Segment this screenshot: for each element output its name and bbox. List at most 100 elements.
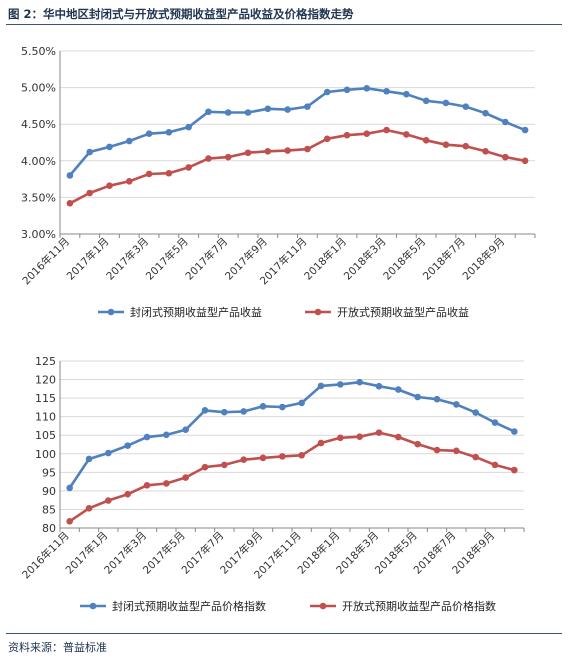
data-point-1 [106,182,113,189]
data-point-1 [259,454,267,462]
y-tick-label: 95 [42,466,56,479]
data-point-1 [482,147,489,155]
legend-label: 开放式预期收益型产品价格指数 [342,599,496,613]
data-point-1 [163,480,170,487]
data-point-0 [375,382,383,390]
data-point-0 [205,108,212,116]
data-point-0 [323,88,331,96]
data-point-0 [521,126,529,134]
y-tick-label: 120 [35,374,56,387]
data-point-0 [145,130,153,138]
data-point-1 [86,189,93,197]
data-point-1 [383,126,390,134]
data-point-0 [125,137,133,145]
y-tick-label: 85 [42,503,56,516]
source-note: 资料来源：普益标准 [8,641,107,654]
x-tick-label: 2016年11月 [19,529,71,581]
data-point-1 [143,482,151,489]
data-point-0 [304,103,311,110]
data-point-1 [145,170,153,178]
data-point-0 [163,431,170,439]
data-point-0 [343,86,351,94]
y-tick-label: 3.00% [21,228,56,241]
data-point-1 [205,155,212,162]
data-point-1 [317,439,325,447]
data-point-0 [363,85,371,92]
data-point-0 [66,172,74,179]
data-point-0 [185,123,192,131]
y-tick-label: 5.00% [21,82,56,95]
data-point-0 [433,395,441,403]
data-point-0 [264,105,272,113]
data-point-1 [284,147,291,154]
data-point-0 [442,99,450,107]
legend-swatch-marker [319,602,327,610]
series-line-0 [68,86,526,177]
data-point-0 [279,403,286,411]
data-point-1 [511,466,518,474]
y-tick-label: 3.50% [21,191,56,204]
data-point-1 [491,461,499,469]
data-point-0 [403,90,410,98]
legend-swatch-marker [107,308,115,316]
y-tick-label: 80 [42,522,56,535]
data-point-1 [395,433,402,441]
data-point-0 [201,407,209,414]
data-point-0 [317,382,325,390]
y-tick-label: 4.50% [21,118,56,131]
data-point-0 [472,409,479,416]
source-divider [6,633,562,634]
legend-label: 封闭式预期收益型产品价格指数 [112,599,266,613]
x-tick-label: 2018年9月 [460,235,508,283]
data-point-1 [403,131,410,138]
data-point-1 [343,131,351,139]
data-point-1 [125,177,133,185]
legend-label: 开放式预期收益型产品收益 [337,305,469,319]
data-point-0 [86,148,93,156]
figure-title: 图 2：华中地区封闭式与开放式预期收益型产品收益及价格指数走势 [8,7,354,21]
data-point-1 [375,429,383,436]
data-point-1 [165,169,173,177]
data-point-0 [462,103,470,110]
data-point-1 [298,451,305,459]
x-tick-label: 2016年11月 [20,235,72,287]
y-tick-label: 4.00% [21,155,56,168]
data-point-1 [66,199,74,207]
data-point-0 [259,402,267,410]
data-point-0 [298,399,305,407]
data-point-0 [511,428,518,435]
y-tick-label: 125 [35,355,56,368]
data-point-0 [383,87,390,95]
data-point-1 [85,505,93,512]
data-point-0 [66,484,73,492]
title-divider [6,24,562,25]
data-point-1 [521,157,529,165]
data-point-0 [395,386,402,393]
data-point-1 [221,461,228,469]
y-tick-label: 105 [35,429,56,442]
x-tick-label: 2018年9月 [449,529,497,577]
yield-line-chart: 3.00% 3.50% 4.00% 4.50% 5.00% 5.50% 2016年11月 20… [20,45,536,319]
y-tick-label: 115 [35,392,56,405]
data-point-0 [482,109,489,117]
y-tick-label: 100 [35,448,56,461]
data-point-0 [85,455,93,463]
data-point-1 [472,453,479,461]
data-point-1 [462,142,470,150]
data-point-0 [106,143,113,151]
data-point-1 [124,490,131,498]
data-point-1 [433,446,441,454]
series-line-1 [68,431,515,523]
series-line-1 [69,128,526,205]
data-point-1 [363,130,371,138]
data-point-1 [453,447,460,455]
data-point-0 [244,109,252,116]
data-point-0 [414,393,421,401]
data-point-1 [66,518,73,525]
legend-swatch-marker [89,602,97,610]
data-point-1 [442,141,450,148]
data-point-0 [165,128,173,136]
legend-label: 封闭式预期收益型产品收益 [130,305,262,319]
data-point-1 [304,145,311,153]
data-point-1 [240,456,247,464]
